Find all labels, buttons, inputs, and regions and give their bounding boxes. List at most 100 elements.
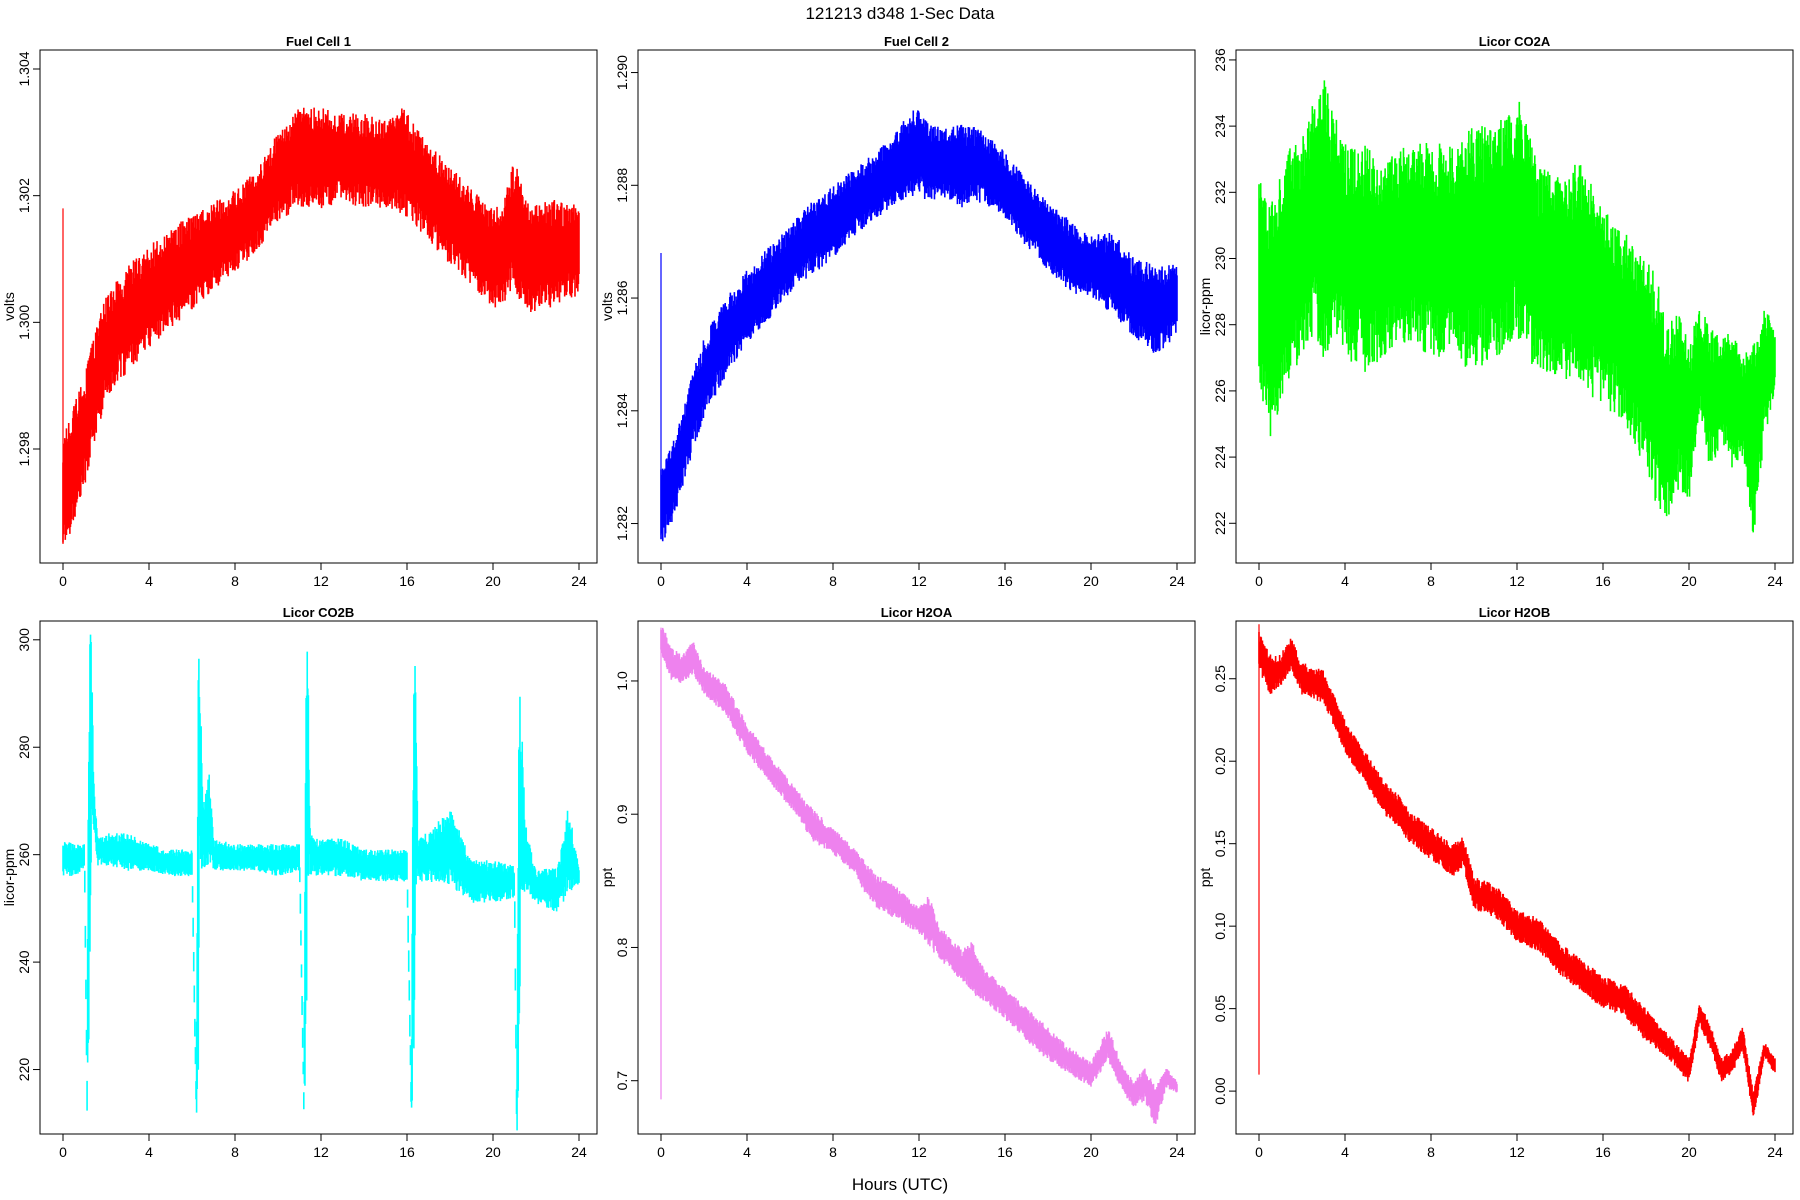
panel-title: Fuel Cell 1 xyxy=(286,34,351,49)
y-tick-label: 224 xyxy=(1212,445,1228,469)
x-tick-label: 24 xyxy=(571,1144,587,1160)
y-tick-label: 280 xyxy=(16,735,32,759)
panel-3: Licor CO2A licor-ppm 0 4 8 12 16 20 24 222 224 226 2… xyxy=(1197,34,1794,589)
y-tick-label: 230 xyxy=(1212,247,1228,271)
panel-2: Fuel Cell 2 volts 0 4 8 12 16 20 24 1.282 1.284 1.2… xyxy=(599,34,1196,589)
x-tick-label: 20 xyxy=(1083,1144,1099,1160)
x-tick-label: 16 xyxy=(1595,573,1611,589)
x-tick-label: 8 xyxy=(231,1144,239,1160)
panel-5: Licor H2OA ppt 0 4 8 12 16 20 24 0.7 0.8 0.9 1.0 xyxy=(599,605,1196,1160)
x-tick-label: 16 xyxy=(997,1144,1013,1160)
y-tick-label: 226 xyxy=(1212,379,1228,403)
panel-1: Fuel Cell 1 volts 0 4 8 12 16 20 24 1.298 1.300 1.3… xyxy=(1,34,598,589)
y-tick-label: 1.298 xyxy=(16,431,32,466)
panel-title: Licor H2OB xyxy=(1479,605,1551,620)
x-tick-label: 16 xyxy=(997,573,1013,589)
x-tick-label: 24 xyxy=(1169,1144,1185,1160)
y-tick-label: 232 xyxy=(1212,180,1228,204)
x-tick-label: 12 xyxy=(313,573,329,589)
panel-title: Licor CO2A xyxy=(1479,34,1551,49)
x-tick-label: 0 xyxy=(657,573,665,589)
y-tick-label: 0.05 xyxy=(1212,995,1228,1022)
y-tick-label: 0.9 xyxy=(614,804,630,824)
x-tick-label: 20 xyxy=(485,573,501,589)
panel-title: Fuel Cell 2 xyxy=(884,34,949,49)
x-tick-label: 0 xyxy=(59,573,67,589)
x-tick-label: 8 xyxy=(829,573,837,589)
y-axis-label: volts xyxy=(1,292,17,321)
y-axis-label: ppt xyxy=(1197,868,1213,888)
x-tick-label: 24 xyxy=(1169,573,1185,589)
y-tick-label: 0.15 xyxy=(1212,830,1228,857)
x-tick-label: 24 xyxy=(1767,573,1783,589)
x-tick-label: 0 xyxy=(657,1144,665,1160)
x-tick-label: 0 xyxy=(59,1144,67,1160)
x-tick-label: 12 xyxy=(911,1144,927,1160)
data-series xyxy=(660,110,1178,542)
x-tick-label: 4 xyxy=(743,1144,751,1160)
y-axis-label: volts xyxy=(599,292,615,321)
page-title: 121213 d348 1-Sec Data xyxy=(805,4,995,23)
x-tick-label: 20 xyxy=(1083,573,1099,589)
panel-4: Licor CO2B licor-ppm 0 4 8 12 16 20 24 220 240 260 2… xyxy=(1,605,598,1160)
y-tick-label: 234 xyxy=(1212,114,1228,138)
x-tick-label: 8 xyxy=(1427,573,1435,589)
y-axis-label: licor-ppm xyxy=(1,849,17,907)
y-axis-label: ppt xyxy=(599,868,615,888)
panel-6: Licor H2OB ppt 0 4 8 12 16 20 24 0.00 0.05 0.10 0.15… xyxy=(1197,605,1794,1160)
y-tick-label: 260 xyxy=(16,843,32,867)
y-tick-label: 0.8 xyxy=(614,938,630,958)
y-tick-label: 1.286 xyxy=(614,280,630,315)
x-tick-label: 8 xyxy=(1427,1144,1435,1160)
x-tick-label: 4 xyxy=(1341,1144,1349,1160)
x-tick-label: 12 xyxy=(1509,573,1525,589)
y-tick-label: 1.282 xyxy=(614,506,630,541)
y-tick-label: 1.290 xyxy=(614,55,630,90)
panel-title: Licor H2OA xyxy=(881,605,953,620)
y-tick-label: 0.20 xyxy=(1212,747,1228,774)
y-tick-label: 0.00 xyxy=(1212,1077,1228,1104)
data-series xyxy=(62,107,580,543)
x-tick-label: 4 xyxy=(1341,573,1349,589)
y-tick-label: 236 xyxy=(1212,48,1228,72)
y-tick-label: 1.0 xyxy=(614,671,630,691)
x-tick-label: 8 xyxy=(829,1144,837,1160)
data-series xyxy=(1258,80,1776,533)
x-tick-label: 8 xyxy=(231,573,239,589)
x-tick-label: 24 xyxy=(1767,1144,1783,1160)
x-tick-label: 12 xyxy=(911,573,927,589)
x-tick-label: 20 xyxy=(1681,573,1697,589)
y-tick-label: 0.10 xyxy=(1212,912,1228,939)
x-tick-label: 4 xyxy=(145,1144,153,1160)
data-series xyxy=(62,634,580,1131)
y-tick-label: 300 xyxy=(16,628,32,652)
y-tick-label: 0.7 xyxy=(614,1071,630,1091)
panel-title: Licor CO2B xyxy=(283,605,355,620)
y-tick-label: 1.288 xyxy=(614,168,630,203)
x-tick-label: 0 xyxy=(1255,573,1263,589)
x-tick-label: 12 xyxy=(313,1144,329,1160)
x-tick-label: 20 xyxy=(485,1144,501,1160)
chart-panels: Fuel Cell 1 volts 0 4 8 12 16 20 24 1.298 1.300 1.3… xyxy=(1,34,1794,1160)
x-tick-label: 4 xyxy=(743,573,751,589)
x-tick-label: 24 xyxy=(571,573,587,589)
x-tick-label: 12 xyxy=(1509,1144,1525,1160)
x-axis-title: Hours (UTC) xyxy=(852,1175,948,1194)
y-tick-label: 1.304 xyxy=(16,51,32,86)
x-tick-label: 0 xyxy=(1255,1144,1263,1160)
x-tick-label: 16 xyxy=(1595,1144,1611,1160)
y-axis-label: licor-ppm xyxy=(1197,278,1213,336)
y-tick-label: 220 xyxy=(16,1058,32,1082)
x-tick-label: 16 xyxy=(399,1144,415,1160)
y-tick-label: 240 xyxy=(16,950,32,974)
y-tick-label: 222 xyxy=(1212,511,1228,535)
x-tick-label: 16 xyxy=(399,573,415,589)
y-tick-label: 1.284 xyxy=(614,393,630,428)
x-tick-label: 20 xyxy=(1681,1144,1697,1160)
y-tick-label: 0.25 xyxy=(1212,665,1228,692)
y-tick-label: 228 xyxy=(1212,313,1228,337)
y-tick-label: 1.302 xyxy=(16,178,32,213)
data-series xyxy=(660,627,1178,1124)
